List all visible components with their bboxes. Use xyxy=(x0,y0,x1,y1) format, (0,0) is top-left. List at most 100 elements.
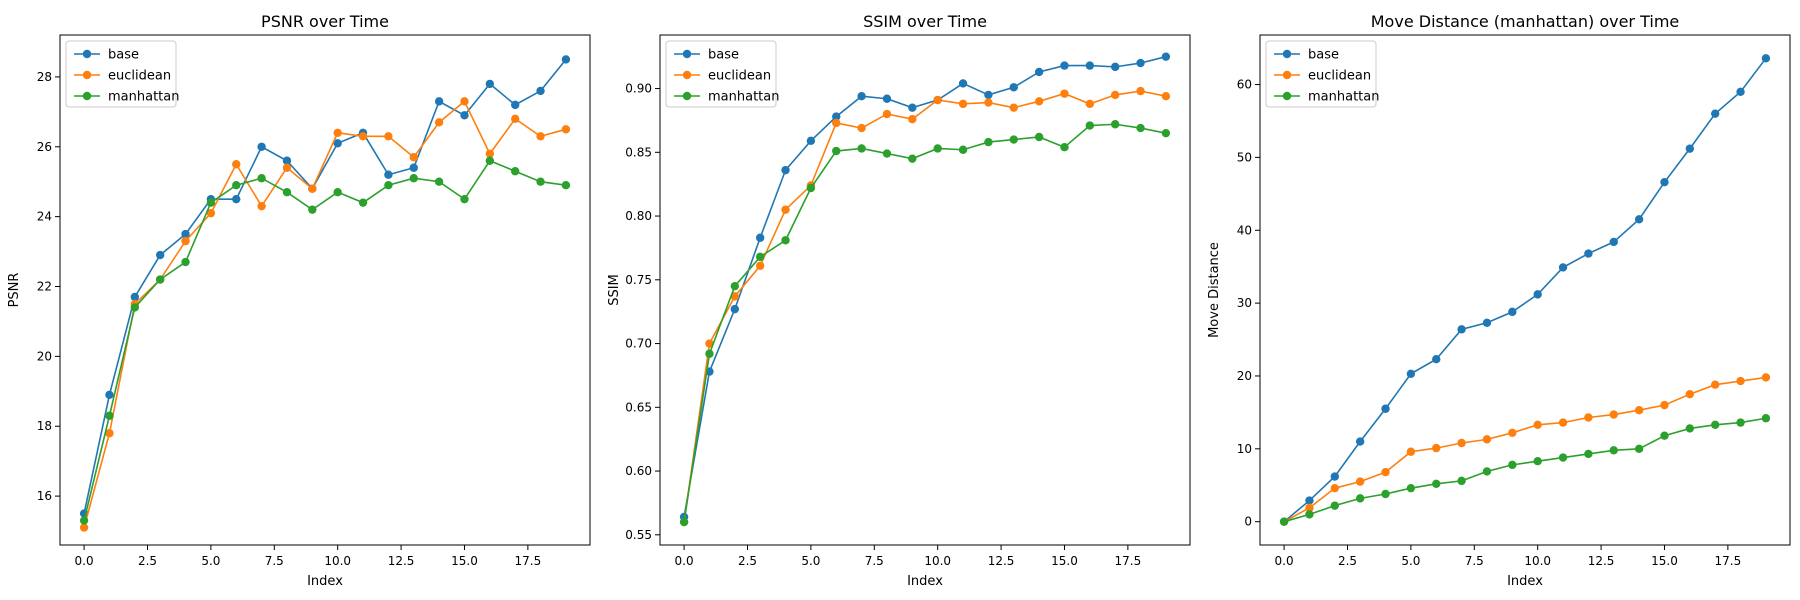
data-point-base xyxy=(181,229,190,239)
x-tick-label: 17.5 xyxy=(1115,554,1142,568)
data-point-base xyxy=(806,136,816,146)
legend: base euclidean manhattan xyxy=(1265,40,1379,108)
data-point-base xyxy=(282,156,292,165)
legend-marker-base xyxy=(82,49,92,59)
data-point-manhattan xyxy=(1085,121,1095,130)
series-line-manhattan xyxy=(683,123,1167,523)
y-tick-label: 0.65 xyxy=(625,400,652,414)
legend-label: base xyxy=(1308,48,1339,63)
x-tick-label: 15.0 xyxy=(1651,554,1678,568)
data-point-euclidean xyxy=(561,125,571,134)
data-point-base xyxy=(1685,144,1695,153)
data-point-manhattan xyxy=(1660,431,1669,440)
data-point-euclidean xyxy=(755,261,765,270)
data-point-euclidean xyxy=(1161,92,1171,101)
y-tick-label: 0.60 xyxy=(625,464,652,478)
data-point-base xyxy=(958,79,968,88)
data-point-base xyxy=(1634,215,1644,224)
data-point-euclidean xyxy=(1330,483,1340,493)
data-point-euclidean xyxy=(358,132,368,141)
data-point-base xyxy=(755,233,765,242)
x-tick-label: 2.5 xyxy=(738,554,757,568)
data-point-euclidean xyxy=(1034,97,1044,106)
data-point-base xyxy=(1060,61,1069,70)
y-tick-label: 60 xyxy=(1237,78,1252,92)
y-tick-label: 0.85 xyxy=(625,145,652,159)
data-point-euclidean xyxy=(1634,406,1644,415)
data-point-base xyxy=(1508,307,1517,317)
legend-label: manhattan xyxy=(708,90,779,105)
data-point-euclidean xyxy=(1432,443,1441,453)
x-tick-label: 0.0 xyxy=(75,554,94,568)
y-axis-label: SSIM xyxy=(607,274,622,306)
data-point-base xyxy=(1482,318,1492,327)
data-point-euclidean xyxy=(1584,413,1593,422)
data-point-euclidean xyxy=(206,208,216,218)
x-axis-label: Index xyxy=(307,574,343,589)
data-point-manhattan xyxy=(130,303,140,312)
chart-panel-1: PSNR over Time 0.0 2.5 5.0 7.5 10.0 12.5 15.0 17… xyxy=(7,12,591,589)
data-point-base xyxy=(333,139,342,148)
data-point-manhattan xyxy=(485,156,495,165)
data-point-manhattan xyxy=(1685,424,1695,433)
data-point-base xyxy=(384,170,393,179)
series-line-base xyxy=(83,58,567,514)
data-point-base xyxy=(781,165,790,175)
data-point-base xyxy=(1710,109,1720,118)
x-axis-label: Index xyxy=(907,574,943,589)
x-tick-label: 15.0 xyxy=(451,554,478,568)
legend-label: manhattan xyxy=(108,90,179,105)
data-point-euclidean xyxy=(460,97,469,106)
data-point-euclidean xyxy=(485,149,495,158)
data-point-manhattan xyxy=(1009,135,1018,144)
y-axis-label: Move Distance xyxy=(1207,242,1222,338)
legend-marker-manhattan xyxy=(682,91,692,101)
data-point-base xyxy=(257,142,266,151)
series-line-euclidean xyxy=(683,90,1167,523)
data-point-manhattan xyxy=(206,198,216,207)
data-point-euclidean xyxy=(257,201,266,211)
legend-box xyxy=(1265,40,1377,108)
series-line-euclidean xyxy=(83,100,567,528)
data-point-base xyxy=(1558,263,1568,272)
y-tick-label: 10 xyxy=(1237,442,1252,456)
data-point-euclidean xyxy=(510,114,520,124)
legend-marker-base xyxy=(682,49,692,59)
legend-box xyxy=(65,40,177,108)
legend-label: euclidean xyxy=(708,69,771,84)
data-point-base xyxy=(434,97,444,106)
data-point-base xyxy=(1457,325,1466,334)
data-point-manhattan xyxy=(1381,489,1390,499)
data-point-manhattan xyxy=(958,145,968,154)
plot-area-frame xyxy=(1259,34,1791,546)
data-point-manhattan xyxy=(705,349,714,358)
y-tick-label: 28 xyxy=(37,70,52,84)
data-point-euclidean xyxy=(181,236,190,246)
data-point-base xyxy=(1009,83,1018,92)
data-point-base xyxy=(536,86,545,96)
legend-label: base xyxy=(708,48,739,63)
data-point-manhattan xyxy=(1432,479,1441,488)
data-point-base xyxy=(1381,404,1390,413)
data-point-euclidean xyxy=(79,523,89,532)
data-point-manhattan xyxy=(155,275,165,284)
plot-area-frame xyxy=(59,34,591,546)
data-point-euclidean xyxy=(232,160,241,169)
data-point-euclidean xyxy=(536,132,545,141)
data-point-manhattan xyxy=(460,194,469,204)
x-tick-label: 12.5 xyxy=(388,554,415,568)
data-point-euclidean xyxy=(1660,400,1669,410)
y-tick-label: 0.75 xyxy=(625,273,652,287)
data-point-base xyxy=(984,90,993,100)
data-point-manhattan xyxy=(933,144,942,153)
data-point-manhattan xyxy=(1279,517,1289,526)
y-tick-label: 0.55 xyxy=(625,528,652,542)
data-point-manhattan xyxy=(1136,123,1145,133)
y-tick-label: 20 xyxy=(1237,369,1252,383)
data-point-manhattan xyxy=(384,181,393,190)
y-tick-label: 20 xyxy=(37,349,52,363)
data-point-manhattan xyxy=(1761,414,1771,423)
data-point-euclidean xyxy=(1533,420,1542,429)
data-point-euclidean xyxy=(857,123,866,133)
data-point-manhattan xyxy=(832,146,841,156)
